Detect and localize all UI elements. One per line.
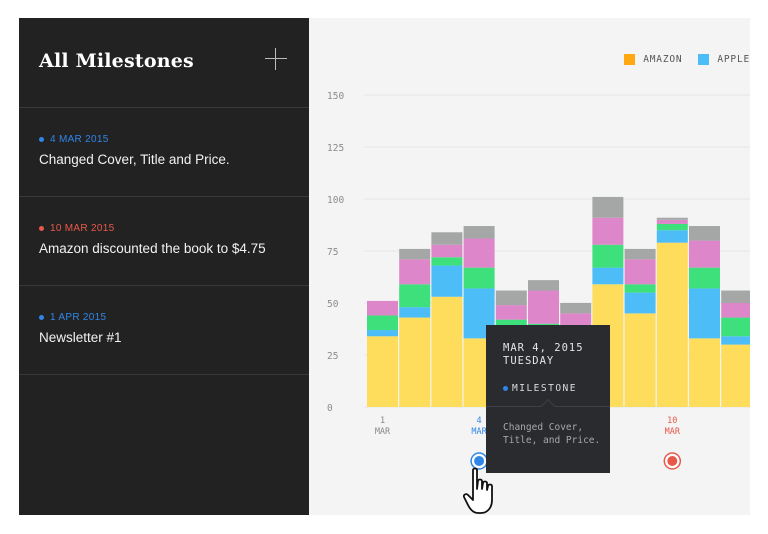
milestone-dot-icon xyxy=(39,226,44,231)
bar-segment[interactable] xyxy=(624,259,656,285)
y-tick-label: 75 xyxy=(327,247,338,258)
bar-segment[interactable] xyxy=(656,219,688,224)
milestone-title: Changed Cover, Title and Price. xyxy=(39,152,230,167)
milestone-item[interactable]: 4 MAR 2015 Changed Cover, Title and Pric… xyxy=(19,108,309,197)
bar-segment[interactable] xyxy=(560,313,592,326)
bar-segment[interactable] xyxy=(721,290,750,303)
bar-segment[interactable] xyxy=(431,296,463,407)
x-tick-day: 10 xyxy=(667,416,677,426)
milestone-title: Newsletter #1 xyxy=(39,330,122,345)
milestone-date: 4 MAR 2015 xyxy=(39,134,109,145)
x-tick-month: MAR xyxy=(471,427,487,437)
tooltip-kind-label: MILESTONE xyxy=(512,383,577,394)
y-tick-label: 0 xyxy=(327,403,333,414)
bar-segment[interactable] xyxy=(367,315,398,331)
milestones-sidebar: All Milestones 4 MAR 2015 Changed Cover,… xyxy=(19,18,309,515)
bar-segment[interactable] xyxy=(399,307,431,318)
milestone-dot-icon xyxy=(39,137,44,142)
milestone-item[interactable]: 10 MAR 2015 Amazon discounted the book t… xyxy=(19,197,309,286)
bar-segment[interactable] xyxy=(689,288,720,339)
bar-segment[interactable] xyxy=(592,267,624,285)
bar-segment[interactable] xyxy=(399,317,431,407)
milestone-dot-icon xyxy=(503,386,508,391)
tooltip-notch xyxy=(540,398,556,414)
bar-segment[interactable] xyxy=(689,240,720,268)
bar-segment[interactable] xyxy=(367,336,398,407)
bar-segment[interactable] xyxy=(721,336,750,345)
milestone-item[interactable]: 1 APR 2015 Newsletter #1 xyxy=(19,286,309,375)
bar-segment[interactable] xyxy=(656,242,688,407)
bar-segment[interactable] xyxy=(399,248,431,260)
y-tick-label: 25 xyxy=(327,351,338,362)
legend-item-apple[interactable]: APPLE xyxy=(698,54,750,65)
bar-segment[interactable] xyxy=(592,217,624,245)
milestone-date-text: 1 APR 2015 xyxy=(50,312,107,323)
bar-segment[interactable] xyxy=(495,305,527,320)
bar-segment[interactable] xyxy=(689,226,720,241)
bar-segment[interactable] xyxy=(560,303,592,314)
milestone-marker-dot xyxy=(474,456,485,466)
tooltip-date: MAR 4, 2015 TUESDAY xyxy=(503,342,584,368)
milestone-marker-dot xyxy=(667,456,678,466)
bar-segment[interactable] xyxy=(431,265,463,297)
bar-segment[interactable] xyxy=(463,238,495,268)
sidebar-header: All Milestones xyxy=(19,18,309,108)
milestone-date-text: 4 MAR 2015 xyxy=(50,134,109,145)
bar-segment[interactable] xyxy=(624,292,656,314)
legend-item-amazon[interactable]: AMAZON xyxy=(624,54,682,65)
bar-segment[interactable] xyxy=(624,248,656,260)
bar-segment[interactable] xyxy=(399,259,431,285)
add-milestone-icon[interactable] xyxy=(265,48,287,70)
chart-legend: AMAZON APPLE xyxy=(608,54,750,65)
bar-segment[interactable] xyxy=(656,223,688,231)
bar-segment[interactable] xyxy=(689,267,720,289)
legend-label: APPLE xyxy=(717,54,750,65)
bar-segment[interactable] xyxy=(367,330,398,337)
x-tick-day: 4 xyxy=(477,416,482,426)
legend-swatch xyxy=(624,54,636,65)
bar-segment[interactable] xyxy=(656,217,688,220)
milestone-dot-icon xyxy=(39,315,44,320)
app-frame: All Milestones 4 MAR 2015 Changed Cover,… xyxy=(19,18,750,515)
x-tick-day: 1 xyxy=(380,416,385,426)
milestone-title: Amazon discounted the book to $4.75 xyxy=(39,241,266,256)
milestone-tooltip: MAR 4, 2015 TUESDAY MILESTONE Changed Co… xyxy=(486,325,610,473)
bar-segment[interactable] xyxy=(528,280,559,291)
y-tick-label: 150 xyxy=(327,91,344,102)
bar-segment[interactable] xyxy=(624,284,656,293)
x-tick-month: MAR xyxy=(665,427,681,437)
tooltip-date-text: MAR 4, 2015 xyxy=(503,342,584,354)
bar-segment[interactable] xyxy=(656,230,688,243)
hand-pointer-icon xyxy=(463,467,493,514)
bar-segment[interactable] xyxy=(431,244,463,258)
tooltip-kind: MILESTONE xyxy=(503,383,577,394)
bar-segment[interactable] xyxy=(592,244,624,268)
bar-segment[interactable] xyxy=(399,284,431,308)
bar-segment[interactable] xyxy=(721,344,750,407)
tooltip-body: Changed Cover, Title, and Price. xyxy=(503,422,601,446)
bar-segment[interactable] xyxy=(495,290,527,306)
y-tick-label: 125 xyxy=(327,143,344,154)
milestone-date: 10 MAR 2015 xyxy=(39,223,114,234)
tooltip-weekday: TUESDAY xyxy=(503,355,555,367)
y-tick-label: 50 xyxy=(327,299,339,310)
y-tick-label: 100 xyxy=(327,195,344,206)
sidebar-title: All Milestones xyxy=(39,50,194,72)
bar-segment[interactable] xyxy=(721,303,750,318)
bar-segment[interactable] xyxy=(592,196,624,218)
x-tick-month: MAR xyxy=(375,427,391,437)
bar-segment[interactable] xyxy=(463,267,495,289)
bar-segment[interactable] xyxy=(431,232,463,245)
bar-segment[interactable] xyxy=(721,317,750,337)
bar-segment[interactable] xyxy=(367,300,398,316)
bar-segment[interactable] xyxy=(624,313,656,407)
milestone-date-text: 10 MAR 2015 xyxy=(50,223,115,234)
bar-segment[interactable] xyxy=(463,226,495,239)
bar-segment[interactable] xyxy=(528,290,559,324)
legend-swatch xyxy=(698,54,710,65)
milestone-date: 1 APR 2015 xyxy=(39,312,106,323)
legend-label: AMAZON xyxy=(643,54,683,65)
bar-segment[interactable] xyxy=(689,338,720,407)
bar-segment[interactable] xyxy=(431,257,463,266)
